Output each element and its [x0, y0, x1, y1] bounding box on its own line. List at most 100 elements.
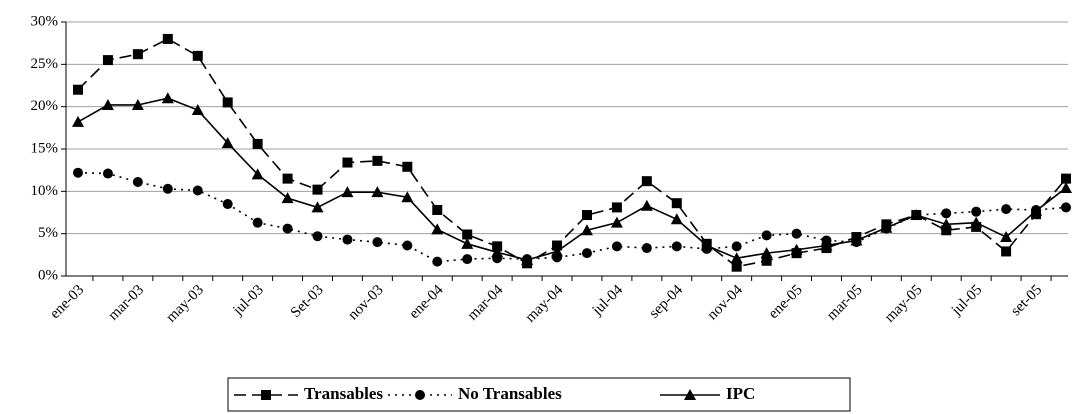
- marker: [342, 234, 353, 245]
- legend-label: IPC: [726, 384, 755, 403]
- legend-label: Transables: [304, 384, 383, 403]
- marker: [132, 49, 143, 60]
- marker: [131, 98, 144, 110]
- marker: [551, 245, 564, 257]
- marker: [342, 157, 353, 168]
- marker: [791, 228, 802, 239]
- x-tick-label: ene-05: [766, 282, 806, 322]
- x-tick-label: jul-04: [589, 282, 627, 320]
- marker: [731, 261, 742, 272]
- marker: [73, 84, 83, 95]
- marker: [970, 216, 983, 228]
- marker: [415, 390, 425, 400]
- y-tick-label: 20%: [31, 98, 59, 114]
- marker: [971, 206, 982, 217]
- marker: [222, 97, 233, 108]
- x-tick-label: ene-03: [47, 282, 87, 322]
- marker: [671, 198, 682, 209]
- marker: [820, 239, 833, 251]
- marker: [251, 168, 264, 180]
- x-tick-label: may-04: [523, 282, 567, 326]
- marker: [102, 55, 113, 66]
- series-line: [77, 38, 1067, 268]
- marker: [192, 185, 203, 196]
- marker: [102, 168, 113, 179]
- marker: [252, 138, 263, 149]
- marker: [941, 208, 952, 219]
- marker: [72, 115, 84, 127]
- marker: [402, 240, 413, 251]
- marker: [73, 167, 83, 178]
- marker: [1061, 202, 1071, 213]
- marker: [940, 218, 953, 230]
- marker: [684, 389, 696, 400]
- marker: [312, 184, 323, 195]
- y-tick-label: 0%: [38, 267, 58, 283]
- marker: [192, 50, 203, 61]
- marker: [731, 241, 742, 252]
- marker: [281, 192, 294, 204]
- marker: [641, 176, 652, 187]
- marker: [730, 252, 743, 264]
- marker: [941, 225, 952, 236]
- marker: [252, 217, 263, 228]
- marker: [910, 209, 923, 221]
- y-tick-label: 10%: [31, 183, 59, 199]
- x-tick-label: jul-03: [230, 282, 267, 319]
- marker: [222, 199, 233, 210]
- marker: [581, 210, 592, 221]
- marker: [880, 221, 893, 233]
- marker: [161, 92, 174, 104]
- x-tick-label: may-03: [163, 282, 207, 326]
- marker: [610, 216, 623, 228]
- marker: [641, 243, 652, 254]
- marker: [760, 247, 773, 259]
- marker: [162, 183, 173, 194]
- marker: [132, 177, 143, 188]
- marker: [1001, 204, 1012, 215]
- marker: [431, 223, 444, 235]
- y-tick-label: 25%: [31, 56, 59, 72]
- y-tick-label: 15%: [31, 140, 59, 156]
- marker: [640, 199, 653, 211]
- x-tick-label: nov-04: [705, 282, 747, 324]
- marker: [521, 253, 534, 265]
- x-tick-label: mar-04: [465, 282, 507, 324]
- marker: [462, 254, 473, 265]
- marker: [491, 246, 504, 258]
- x-tick-label: mar-03: [105, 282, 147, 324]
- x-tick-label: set-05: [1008, 282, 1045, 319]
- marker: [191, 104, 204, 116]
- x-tick-label: mar-05: [824, 282, 866, 324]
- marker: [462, 229, 473, 240]
- legend-box: [227, 377, 851, 412]
- marker: [790, 243, 803, 255]
- marker: [221, 137, 234, 149]
- x-tick-label: jul-05: [948, 282, 985, 319]
- y-tick-label: 30%: [31, 13, 59, 29]
- marker: [401, 191, 414, 203]
- marker: [261, 390, 271, 400]
- marker: [371, 186, 384, 198]
- marker: [671, 241, 682, 252]
- x-tick-label: may-05: [882, 282, 926, 326]
- marker: [761, 255, 772, 266]
- legend: Transables No Transables IPC: [227, 377, 851, 412]
- marker: [670, 213, 683, 225]
- marker: [432, 256, 443, 267]
- marker: [282, 173, 293, 184]
- marker: [282, 223, 293, 234]
- x-tick-label: ene-04: [406, 282, 447, 323]
- marker: [432, 204, 443, 215]
- marker: [312, 231, 323, 242]
- x-tick-label: Set-03: [288, 282, 327, 321]
- legend-label: No Transables: [458, 384, 562, 403]
- marker: [101, 98, 114, 110]
- marker: [1061, 173, 1071, 184]
- marker: [341, 186, 354, 198]
- marker: [1030, 204, 1043, 216]
- x-tick-label: sep-04: [646, 282, 686, 322]
- x-tick-label: nov-03: [345, 282, 386, 323]
- marker: [1000, 231, 1013, 243]
- marker: [580, 224, 593, 236]
